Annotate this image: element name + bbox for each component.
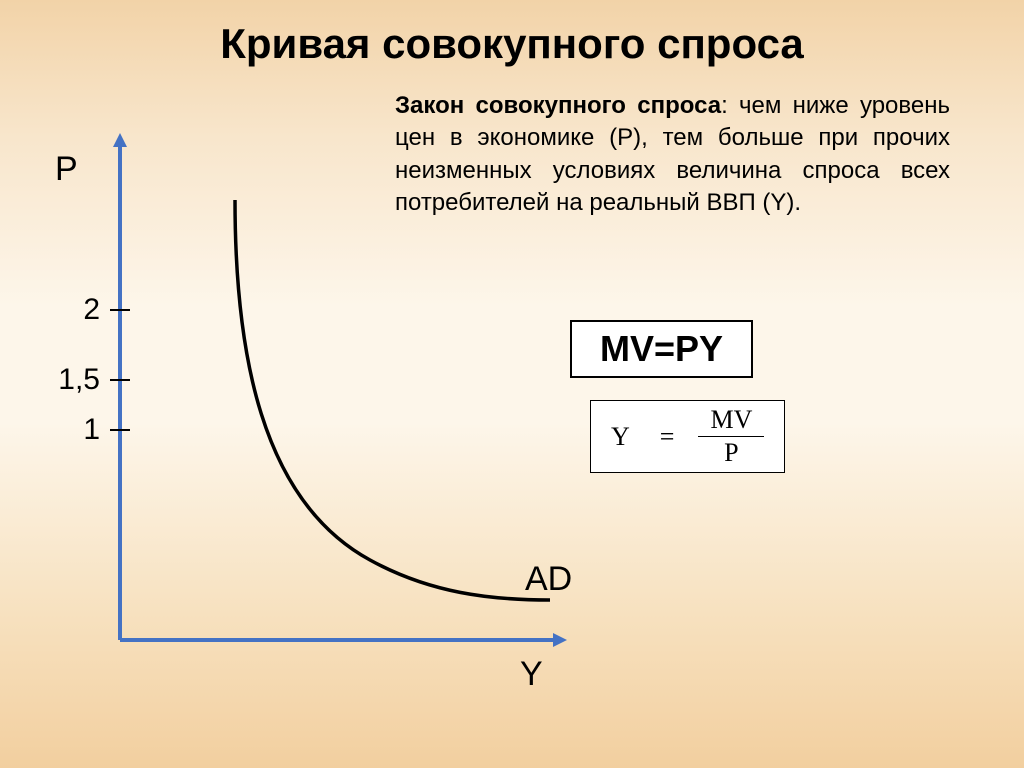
slide: Кривая совокупного спроса Закон совокупн… [0,0,1024,768]
quantity-equation: MV=PY [570,320,753,378]
y-axis-label: P [55,150,78,189]
formula-fraction: MV P [698,407,764,466]
fraction-numerator: MV [698,407,764,436]
y-tick-label: 1,5 [50,363,100,397]
fraction-denominator: P [712,437,750,466]
formula-equals: = [660,422,675,452]
ad-curve [235,200,550,600]
real-output-formula: Y = MV P [590,400,785,473]
y-tick-label: 1 [50,413,100,447]
y-tick-label: 2 [50,293,100,327]
curve-label: AD [525,560,572,599]
formula-y-var: Y [611,422,630,452]
ad-curve-chart [0,0,600,720]
x-axis-label: Y [520,655,543,694]
